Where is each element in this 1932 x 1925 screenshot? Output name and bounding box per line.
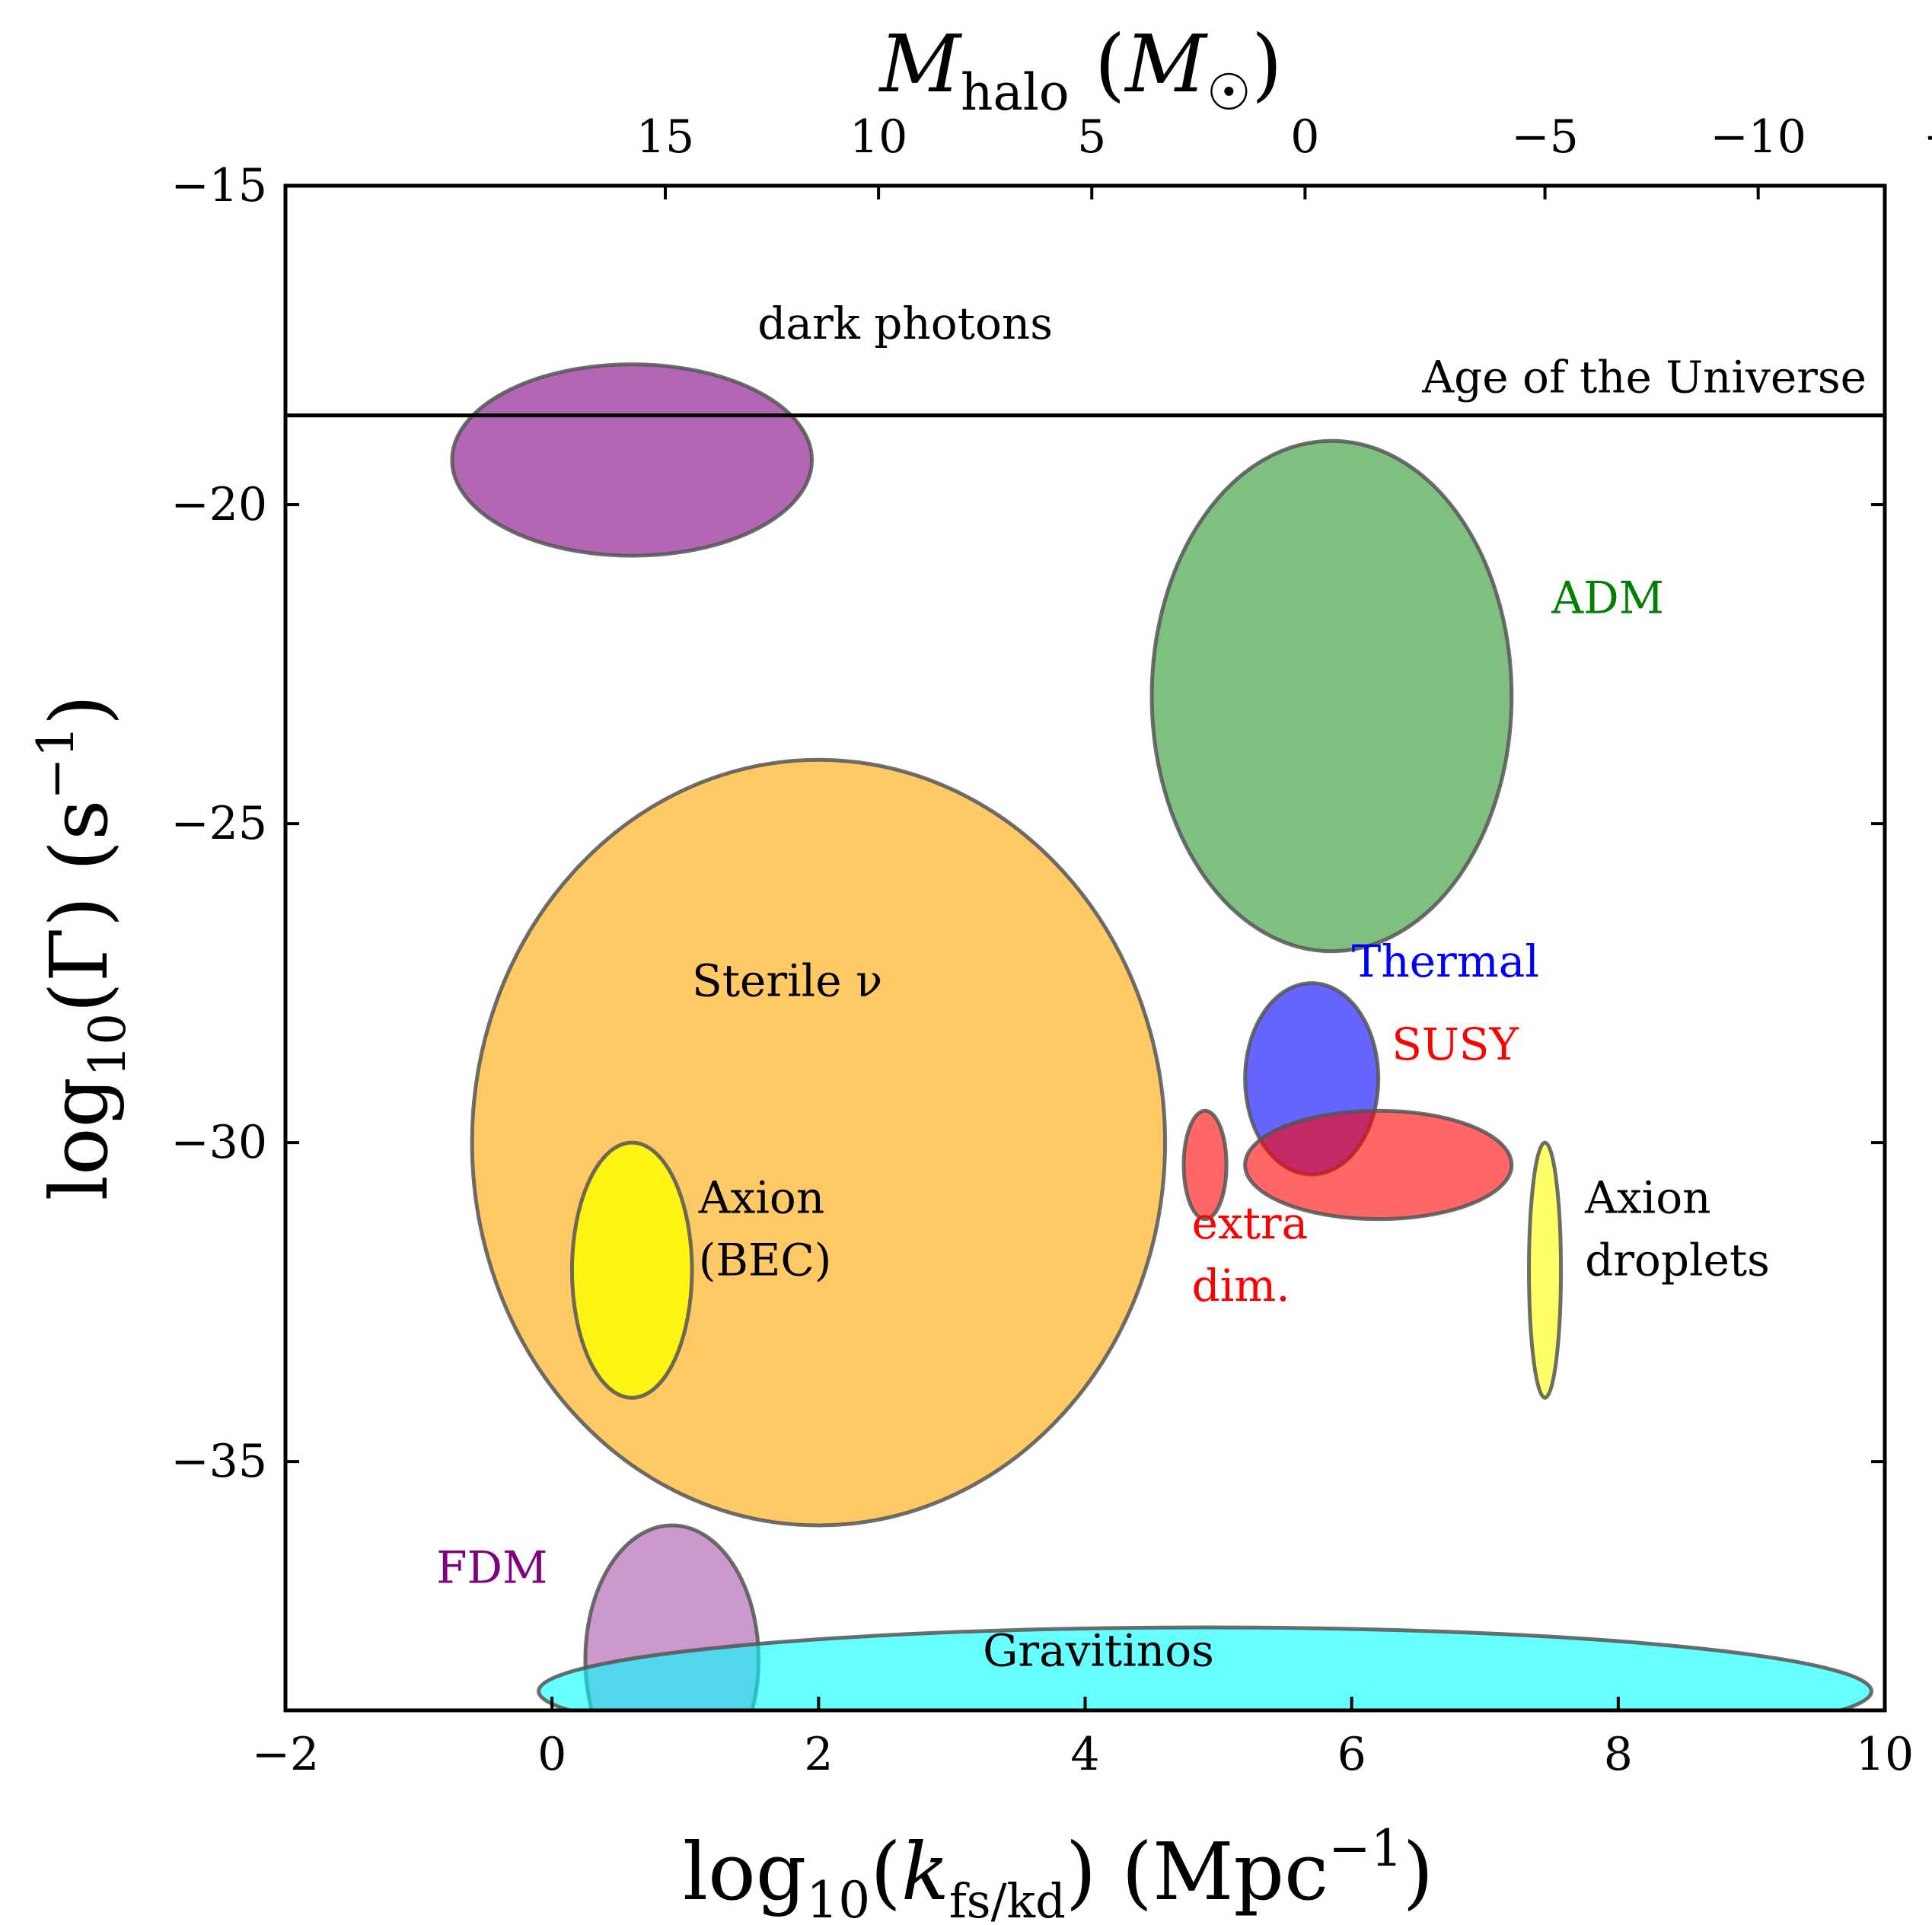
age-of-universe-label: Age of the Universe [1421,352,1867,403]
x-tick-label: 4 [1070,1728,1099,1781]
top-tick-label: 0 [1290,110,1319,164]
y-axis-title: log10(Γ) (s−1) [27,695,137,1201]
top-tick-label: −5 [1511,110,1578,164]
y-tick-label: −25 [171,797,267,850]
top-tick-label: −10 [1710,110,1806,164]
x-tick-label: 10 [1856,1728,1914,1781]
y-tick-label: −35 [171,1435,267,1488]
region-axion-droplets [1527,1140,1564,1400]
region-label-extra-dim: extra dim. [1192,1197,1309,1311]
region-label-axion-droplets: Axion droplets [1584,1171,1770,1286]
x-tick-label: −2 [252,1728,319,1781]
labels-layer: dark photons ADM Sterile ν Axion (BEC) Therma… [436,298,1867,1676]
y-tick-label: −20 [171,478,267,531]
top-tick-label: −15 [1923,110,1932,164]
region-adm [1149,438,1514,954]
region-axion-bec [569,1140,694,1400]
x-tick-label: 0 [537,1728,566,1781]
region-label-susy: SUSY [1392,1018,1519,1070]
region-label-gravitinos: Gravitinos [983,1624,1214,1676]
top-tick-label: 5 [1077,110,1106,164]
region-susy [1243,1108,1514,1222]
region-label-thermal: Thermal [1352,935,1539,987]
region-gravitinos [537,1625,1873,1710]
region-dark-photons [450,362,815,558]
region-label-dark-photons: dark photons [757,298,1053,349]
y-tick-label: −30 [171,1116,267,1169]
x-tick-label: 8 [1604,1728,1633,1781]
x-tick-label: 6 [1337,1728,1366,1781]
y-tick-label: −15 [171,159,267,212]
region-extra-dim [1181,1108,1229,1222]
x-axis-title: log10(kfs/kd) (Mpc−1) [683,1819,1433,1925]
region-label-sterile-nu: Sterile ν [692,955,882,1006]
top-tick-label: 15 [636,110,694,164]
region-label-axion-bec: Axion (BEC) [698,1171,832,1286]
x-tick-label: 2 [804,1728,833,1781]
region-sterile-nu [470,757,1168,1528]
regions-layer [450,362,1873,1710]
top-tick-label: 10 [850,110,907,164]
region-label-fdm: FDM [436,1541,547,1593]
region-label-adm: ADM [1551,572,1664,624]
top-axis-title: Mhalo (M☉) [878,18,1282,122]
